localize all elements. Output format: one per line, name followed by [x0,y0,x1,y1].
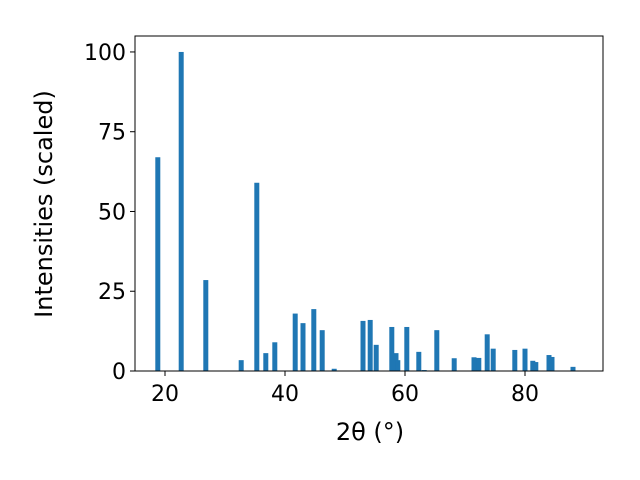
x-tick-label: 60 [391,382,419,407]
bar [319,330,325,371]
bar [451,358,457,371]
bar [533,362,539,371]
x-axis-label: 2θ (°) [336,418,404,446]
bar [360,320,366,371]
bar [292,313,298,371]
bar [490,348,496,371]
bar [311,309,317,371]
y-tick-label: 25 [98,280,126,305]
x-tick-label: 20 [151,382,179,407]
bar [263,353,269,371]
bar [404,326,410,371]
bar [155,157,161,371]
y-tick-label: 50 [98,200,126,225]
bar [522,348,528,371]
bar [530,360,536,371]
bar [476,357,482,371]
bar [272,342,278,371]
bar [484,334,490,371]
y-axis-label: Intensities (scaled) [30,90,58,318]
plot-frame [134,35,604,372]
bar [546,355,552,371]
bar [178,51,184,371]
bar [395,360,401,371]
x-tick-label: 40 [271,382,299,407]
bar [434,330,440,371]
y-tick-label: 75 [98,121,126,146]
bar [331,368,337,371]
bar [570,366,576,371]
bar [373,344,379,371]
bar [254,182,260,371]
bar [203,280,209,371]
y-tick-label: 100 [84,41,126,66]
bar [367,319,373,371]
bar [238,360,244,371]
bar [416,351,422,371]
bar [471,357,477,371]
bar [512,349,518,371]
x-tick-label: 80 [511,382,539,407]
bar [389,326,395,371]
y-tick-label: 0 [112,360,126,385]
bar [549,356,555,371]
bar [300,323,306,371]
